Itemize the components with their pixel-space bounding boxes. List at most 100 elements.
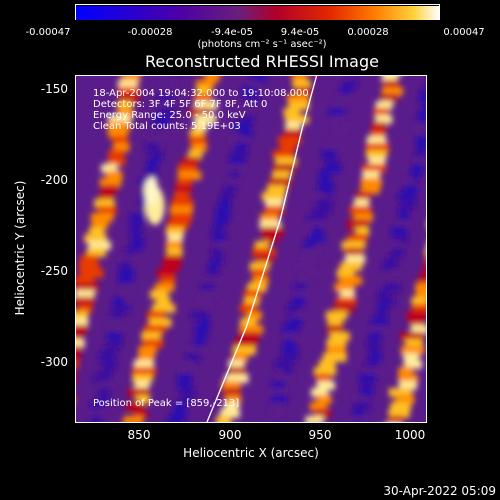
heatmap-cell: [91, 416, 102, 422]
heatmap-cell: [425, 248, 426, 257]
heatmap-cell: [335, 297, 357, 306]
heatmap-cell: [326, 346, 346, 355]
heatmap-cell: [415, 290, 426, 299]
heatmap-cell: [113, 143, 130, 152]
heatmap-cell: [228, 164, 245, 173]
heatmap-cell: [355, 192, 372, 201]
heatmap-cell: [272, 402, 284, 411]
heatmap-cell: [174, 185, 192, 194]
heatmap-cell: [360, 388, 373, 397]
heatmap-cell: [406, 311, 426, 320]
heatmap-cell: [166, 248, 183, 257]
heatmap-cell: [101, 164, 118, 173]
heatmap-cell: [157, 94, 174, 103]
heatmap-cell: [173, 402, 186, 411]
heatmap-cell: [99, 388, 110, 397]
colorbar: [75, 4, 440, 20]
heatmap-cell: [109, 339, 123, 348]
heatmap-cell: [76, 290, 95, 299]
heatmap-cell: [141, 332, 161, 341]
heatmap-cell: [89, 227, 105, 236]
heatmap-cell: [291, 297, 305, 306]
heatmap-cell: [386, 255, 397, 264]
heatmap-cell: [398, 192, 416, 201]
heatmap-cell: [277, 374, 294, 383]
heatmap-cell: [144, 143, 159, 152]
heatmap-cell: [313, 367, 337, 376]
heatmap-cell: [381, 262, 398, 271]
heatmap-cell: [90, 213, 114, 222]
heatmap-cell: [207, 262, 219, 271]
heatmap-cell: [166, 416, 185, 422]
heatmap-cell: [282, 367, 294, 376]
heatmap-cell: [200, 304, 211, 313]
heatmap-cell: [214, 220, 226, 229]
heatmap-cell: [76, 276, 95, 285]
heatmap-cell: [243, 297, 260, 306]
heatmap-cell: [201, 290, 217, 299]
heatmap-cell: [219, 409, 240, 418]
heatmap-cell: [308, 234, 325, 243]
heatmap-cell: [284, 332, 296, 341]
heatmap-cell: [333, 129, 345, 138]
heatmap-cell: [119, 262, 132, 271]
heatmap-cell: [171, 199, 194, 208]
heatmap-cell: [179, 367, 195, 376]
heatmap-cell: [86, 248, 106, 257]
heatmap-image: [76, 76, 426, 422]
heatmap-cell: [404, 178, 415, 187]
heatmap-cell: [207, 269, 219, 278]
heatmap-cell: [221, 381, 241, 390]
heatmap-cell: [303, 241, 315, 250]
heatmap-cell: [76, 318, 89, 327]
heatmap-cell: [215, 416, 232, 422]
heatmap-cell: [106, 332, 123, 341]
heatmap-cell: [76, 353, 80, 362]
heatmap-cell: [285, 304, 303, 313]
heatmap-cell: [263, 234, 279, 243]
x-tick-label: 900: [218, 428, 242, 442]
heatmap-cell: [375, 311, 388, 320]
heatmap-cell: [169, 206, 193, 215]
heatmap-cell: [107, 157, 126, 166]
heatmap-stripes: [76, 76, 426, 422]
heatmap-cell: [288, 101, 310, 110]
heatmap-cell: [153, 122, 167, 131]
heatmap-cell: [299, 255, 316, 264]
heatmap-cell: [340, 262, 362, 271]
heatmap-cell: [167, 234, 183, 243]
heatmap-cell: [87, 409, 104, 418]
heatmap-cell: [365, 339, 381, 348]
heatmap-cell: [239, 325, 264, 334]
heatmap-cell: [353, 213, 373, 222]
heatmap-cell: [272, 171, 291, 180]
heatmap-cell: [420, 87, 426, 96]
heatmap-cell: [275, 157, 297, 166]
chart-title: Reconstructed RHESSI Image: [145, 52, 379, 71]
heatmap-cell: [294, 311, 305, 320]
heatmap-cell: [273, 164, 296, 173]
heatmap-cell: [119, 255, 137, 264]
heatmap-cell: [167, 220, 190, 229]
heatmap-cell: [79, 269, 104, 278]
heatmap-cell: [189, 136, 207, 145]
heatmap-cell: [254, 241, 269, 250]
heatmap-cell: [193, 122, 208, 131]
heatmap-cell: [121, 76, 141, 82]
heatmap-cell: [316, 395, 332, 404]
heatmap-cell: [373, 108, 389, 117]
heatmap-cell: [333, 101, 347, 110]
heatmap-cell: [398, 213, 410, 222]
heatmap-cell: [118, 87, 140, 96]
heatmap-cell: [365, 143, 390, 152]
x-tick-label: 850: [127, 428, 151, 442]
heatmap-cell: [313, 409, 331, 418]
heatmap-cell: [112, 297, 124, 306]
heatmap-cell: [99, 192, 114, 201]
heatmap-cell: [260, 213, 279, 222]
heatmap-cell: [137, 185, 151, 194]
heatmap-cell: [413, 122, 426, 131]
heatmap-cell: [381, 87, 403, 96]
heatmap-cell: [181, 157, 199, 166]
heatmap-cell: [123, 416, 144, 422]
